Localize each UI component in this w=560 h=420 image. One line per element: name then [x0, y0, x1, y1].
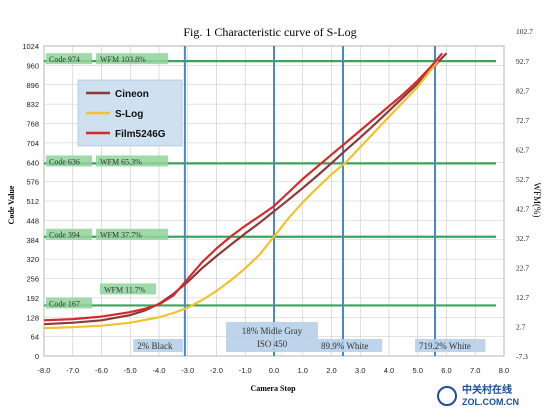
x-tick-label: -6.0 — [95, 366, 108, 375]
series-line-s-log — [43, 60, 439, 330]
vertical-reference-lines: 2% Black 18% Midle Gray ISO 450 89.9% White… — [133, 46, 486, 356]
series-line-film5246g — [43, 52, 444, 322]
x-tick-label: 2.0 — [326, 366, 336, 375]
code-label-box — [46, 297, 92, 309]
logo-icon — [437, 386, 457, 406]
code-label-box — [46, 228, 92, 240]
x-tick-label: -1.0 — [239, 366, 252, 375]
stop-label-line2: ISO 450 — [257, 339, 288, 349]
y-tick-label: 1024 — [22, 42, 39, 51]
y-tick-label: 256 — [26, 275, 39, 284]
stop-label: 719.2% White — [419, 341, 471, 351]
y2-tick-label: 2.7 — [516, 322, 526, 331]
x-tick-label: 7.0 — [470, 366, 480, 375]
wfm-label-box — [100, 283, 156, 295]
y-tick-label: 512 — [26, 197, 39, 206]
y-tick-label: 128 — [26, 313, 39, 322]
x-tick-label: -4.0 — [153, 366, 166, 375]
logo-text-cn: 中关村在线 — [462, 383, 512, 396]
legend: Cineon S-Log Film5246G — [77, 79, 183, 147]
code-label: Code 394 — [49, 231, 80, 240]
logo-text-en: ZOL.COM.CN — [462, 397, 519, 407]
series-lines — [43, 52, 448, 330]
wfm-label-box — [96, 155, 168, 167]
stop-label: 2% Black — [137, 341, 173, 351]
stop-label-box — [415, 339, 486, 352]
x-tick-label: 0.0 — [269, 366, 279, 375]
stop-label-box — [133, 339, 183, 352]
x-axis-label: Camera Stop — [250, 384, 296, 393]
code-label: Code 167 — [49, 299, 80, 308]
y2-tick-label: 32.7 — [516, 234, 529, 243]
watermark-logo: 中关村在线 ZOL.COM.CN — [437, 383, 519, 407]
x-tick-label: 4.0 — [384, 366, 394, 375]
y-tick-label: 64 — [31, 333, 39, 342]
y2-tick-label: -7.3 — [516, 352, 528, 361]
y2-tick-label: 12.7 — [516, 293, 529, 302]
chart-title: Fig. 1 Characteristic curve of S-Log — [183, 25, 356, 39]
y2-tick-label: 92.7 — [516, 57, 529, 66]
y-tick-label: 896 — [26, 81, 39, 90]
y2-tick-label: 42.7 — [516, 204, 529, 213]
code-label-box — [46, 155, 92, 167]
y-tick-label: 704 — [26, 139, 39, 148]
x-tick-label: -5.0 — [124, 366, 137, 375]
tick-labels: -8.0 -7.0 -6.0 -5.0 -4.0 -3.0 -2.0 -1.0 0.0 1.0 2.… — [22, 27, 533, 375]
stop-label-line1: 18% Midle Gray — [242, 326, 303, 336]
x-tick-label: 8.0 — [499, 366, 509, 375]
wfm-label: WFM 103.8% — [100, 55, 146, 64]
y2-tick-label: 72.7 — [516, 116, 529, 125]
code-label: Code 636 — [49, 157, 80, 166]
stop-label: 89.9% White — [321, 341, 368, 351]
y-tick-label: 832 — [26, 100, 39, 109]
wfm-label-box — [96, 228, 168, 240]
wfm-label: WFM 11.7% — [104, 285, 146, 294]
horizontal-reference-lines: Code 974 WFM 103.8% Code 636 WFM 65.3% Code … — [44, 53, 496, 309]
x-tick-label: 5.0 — [413, 366, 423, 375]
y-tick-label: 576 — [26, 178, 39, 187]
x-tick-label: 3.0 — [355, 366, 365, 375]
x-tick-label: -3.0 — [181, 366, 194, 375]
series-line-cineon — [43, 52, 448, 326]
y2-tick-label: 52.7 — [516, 175, 529, 184]
y2-tick-label: 82.7 — [516, 86, 529, 95]
y-tick-label: 320 — [26, 255, 39, 264]
x-tick-label: -7.0 — [66, 366, 79, 375]
code-label-box — [46, 53, 92, 65]
x-tick-label: -2.0 — [210, 366, 223, 375]
y-tick-label: 768 — [26, 120, 39, 129]
legend-box — [77, 79, 183, 147]
y-tick-label: 192 — [26, 294, 39, 303]
y-tick-label: 960 — [26, 61, 39, 70]
y-tick-label: 448 — [26, 216, 39, 225]
legend-label: Film5246G — [115, 129, 166, 140]
x-tick-label: 6.0 — [441, 366, 451, 375]
y2-axis-label: WFM(%) — [532, 183, 542, 218]
wfm-label: WFM 37.7% — [100, 231, 142, 240]
wfm-label: WFM 65.3% — [100, 157, 142, 166]
code-label: Code 974 — [49, 55, 80, 64]
y-tick-label: 640 — [26, 158, 39, 167]
legend-label: Cineon — [115, 89, 149, 100]
y-axis-label: Code Value — [7, 185, 16, 224]
y2-tick-label: 62.7 — [516, 145, 529, 154]
legend-label: S-Log — [115, 109, 143, 120]
stop-label-box — [226, 322, 318, 352]
y-tick-label: 0 — [35, 352, 39, 361]
y2-tick-label: 22.7 — [516, 263, 529, 272]
y2-tick-label: 102.7 — [516, 27, 533, 36]
wfm-label-box — [96, 53, 168, 65]
y-tick-label: 384 — [26, 236, 39, 245]
stop-label-box — [317, 339, 383, 352]
x-tick-label: -8.0 — [38, 366, 51, 375]
x-tick-label: 1.0 — [298, 366, 308, 375]
